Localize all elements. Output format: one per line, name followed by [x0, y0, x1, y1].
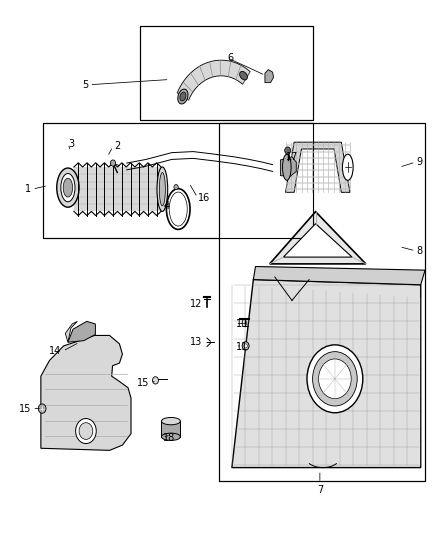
Ellipse shape — [157, 167, 168, 212]
Polygon shape — [283, 224, 352, 257]
Ellipse shape — [63, 178, 73, 197]
Text: 7: 7 — [317, 485, 323, 495]
Text: 6: 6 — [228, 53, 234, 62]
Text: 17: 17 — [286, 152, 298, 162]
Ellipse shape — [162, 433, 180, 440]
Circle shape — [318, 359, 351, 399]
Text: 13: 13 — [191, 337, 203, 347]
Ellipse shape — [159, 173, 166, 206]
Bar — [74, 167, 161, 212]
Polygon shape — [232, 280, 421, 467]
Bar — [140, 26, 314, 120]
Polygon shape — [41, 335, 131, 450]
Circle shape — [285, 147, 291, 154]
Circle shape — [152, 377, 159, 384]
Bar — [162, 421, 180, 437]
Text: 14: 14 — [49, 346, 61, 356]
Ellipse shape — [283, 154, 291, 180]
Circle shape — [76, 418, 96, 443]
Ellipse shape — [61, 174, 75, 201]
Text: 12: 12 — [191, 299, 203, 309]
Text: 10: 10 — [236, 319, 248, 329]
Polygon shape — [253, 266, 425, 285]
Text: 3: 3 — [68, 139, 74, 149]
Text: 18: 18 — [163, 433, 176, 443]
Circle shape — [174, 184, 178, 190]
Polygon shape — [68, 321, 95, 342]
Circle shape — [313, 352, 357, 406]
Text: 15: 15 — [137, 378, 149, 388]
Circle shape — [242, 342, 249, 350]
Circle shape — [79, 423, 93, 439]
Ellipse shape — [162, 417, 180, 425]
Bar — [219, 123, 425, 481]
Bar — [140, 26, 314, 120]
Bar — [43, 123, 314, 238]
Circle shape — [307, 345, 363, 413]
Ellipse shape — [180, 92, 186, 101]
Polygon shape — [177, 60, 250, 100]
Text: 11: 11 — [236, 343, 248, 352]
Text: 4: 4 — [163, 201, 170, 212]
Polygon shape — [265, 70, 273, 83]
Text: 15: 15 — [19, 404, 31, 414]
Circle shape — [110, 160, 116, 166]
Bar — [43, 123, 314, 238]
Ellipse shape — [178, 89, 188, 104]
Text: 9: 9 — [417, 157, 423, 167]
Bar — [219, 123, 425, 481]
Text: 16: 16 — [198, 192, 211, 203]
Polygon shape — [270, 212, 366, 264]
Polygon shape — [280, 157, 296, 176]
Polygon shape — [286, 142, 350, 192]
Circle shape — [38, 404, 46, 413]
Ellipse shape — [57, 168, 79, 207]
Ellipse shape — [343, 154, 353, 180]
Text: 8: 8 — [417, 246, 423, 256]
Text: 2: 2 — [114, 141, 120, 151]
Polygon shape — [65, 321, 78, 342]
Ellipse shape — [240, 71, 247, 80]
Text: 5: 5 — [82, 80, 88, 90]
Circle shape — [244, 344, 247, 348]
Text: 1: 1 — [25, 184, 31, 194]
